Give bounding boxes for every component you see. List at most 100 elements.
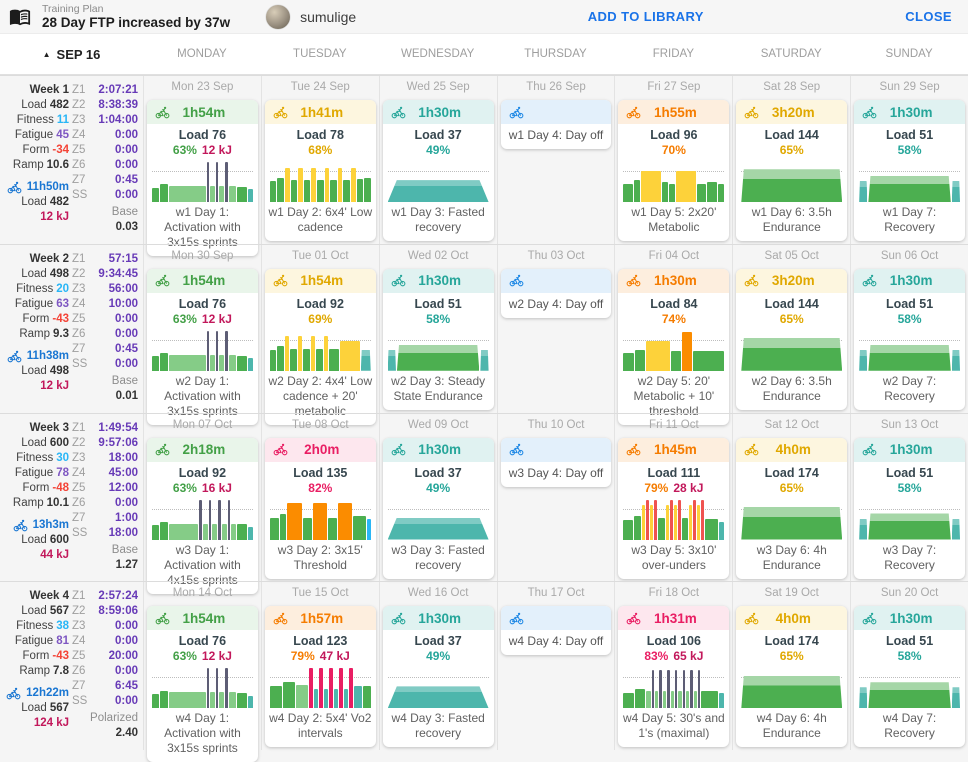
day-off-card[interactable]: w1 Day 4: Day off (500, 100, 612, 149)
workout-card[interactable]: 1h30m Load 84 74% w2 Day 5: 20' Metabolic +… (618, 268, 730, 425)
workout-card[interactable]: 1h30m Load 51 58% w2 Day 3: Steady State En… (382, 268, 494, 410)
workout-card[interactable]: 1h54m Load 76 63% 12 kJ w1 Day 1: Activation… (147, 100, 258, 256)
workout-load: Load 78 (296, 128, 344, 142)
workout-card[interactable]: 1h30m Load 37 49% w3 Day 3: Fasted recovery (382, 437, 494, 579)
profile-bar (669, 499, 673, 540)
workout-card[interactable]: 1h30m Load 51 58% w1 Day 7: Recovery (854, 100, 966, 241)
total-kj: 12 kJ (2, 210, 69, 225)
workout-title: w2 Day 1: Activation with 3x15s sprints (164, 373, 241, 418)
stat-ramp: Ramp 10.6 (2, 158, 69, 173)
threshold-dotted-line (859, 508, 961, 510)
day-off-card[interactable]: w2 Day 4: Day off (500, 268, 612, 318)
zone-value: 0:00 (114, 695, 138, 708)
zone-label: Z6 (72, 327, 86, 340)
zone-row: Z2 9:34:45 (72, 267, 138, 282)
workout-card[interactable]: 1h57m Load 123 79% 47 kJ w4 Day 2: 5x4' Vo2 … (264, 606, 376, 748)
date-header: Thu 17 Oct (527, 587, 585, 600)
workout-profile-chart (387, 498, 489, 540)
profile-bar (653, 499, 657, 540)
workout-card[interactable]: 1h54m Load 76 63% 12 kJ w2 Day 1: Activation… (147, 268, 258, 425)
stat-label: Ramp (19, 665, 50, 678)
week-stats: Week 1 Load 482 Fitness 11 Fatigue 45 Form -34 Ra… (2, 83, 69, 244)
workout-card[interactable]: 1h31m Load 106 83% 65 kJ w4 Day 5: 30's and … (618, 606, 730, 748)
intensity-percent: 69% (308, 311, 333, 326)
workout-title: w4 Day 7: Recovery (882, 711, 937, 741)
bike-icon (5, 349, 24, 364)
zone-value: 45:00 (108, 466, 138, 479)
zone-row: Z5 0:00 (72, 143, 138, 158)
profile-bar (693, 690, 698, 709)
workout-card[interactable]: 1h30m Load 51 58% w2 Day 7: Recovery (854, 268, 966, 410)
workout-card[interactable]: 1h55m Load 96 70% w1 Day 5: 2x20' Metabolic (618, 100, 730, 241)
workout-card[interactable]: 3h20m Load 144 65% w2 Day 6: 3.5h Endurance (736, 268, 848, 410)
zone-label: SS (72, 357, 88, 370)
intensity-percent: 49% (426, 143, 451, 157)
user-avatar[interactable] (266, 4, 291, 29)
zone-times: Z1 57:15 Z2 9:34:45 Z3 56:00 Z4 10:00 Z5 0:00 Z6 0:… (72, 252, 138, 413)
profile-bar (634, 515, 641, 540)
workout-header: 1h30m (854, 268, 966, 293)
profile-bar (623, 520, 634, 540)
plan-model-label: Base (111, 206, 138, 218)
date-header: Tue 01 Oct (292, 249, 349, 262)
plan-model-value: 1.27 (115, 558, 138, 571)
workout-card[interactable]: 1h54m Load 92 69% w2 Day 2: 4x4' Low cadenc… (264, 268, 376, 425)
workout-card[interactable]: 1h45m Load 111 79% 28 kJ w3 Day 5: 3x10' ove… (618, 437, 730, 579)
day-cell: Mon 07 Oct 2h18m Load 92 63% 16 kJ w3 Day 1: … (143, 413, 261, 594)
profile-bar (152, 187, 160, 202)
zone-value: 0:00 (114, 357, 138, 370)
workout-profile-chart (269, 329, 371, 371)
workout-load: Load 37 (414, 128, 462, 142)
workout-title: w1 Day 3: Fasted recovery (391, 205, 485, 234)
day-off-card[interactable]: w4 Day 4: Day off (500, 606, 612, 656)
workout-header: 4h0m (736, 437, 848, 462)
close-button[interactable]: CLOSE (905, 9, 952, 24)
stat-fatigue: Fatigue 78 (2, 466, 69, 481)
profile-bar (329, 348, 339, 371)
add-to-library-button[interactable]: ADD TO LIBRARY (587, 9, 704, 24)
workout-kj: 16 kJ (201, 480, 232, 495)
profile-bar (951, 518, 961, 540)
workout-card[interactable]: 2h18m Load 92 63% 16 kJ w3 Day 1: Activation… (147, 437, 258, 594)
profile-bar (649, 505, 653, 540)
workout-card[interactable]: 1h30m Load 51 58% w4 Day 7: Recovery (854, 606, 966, 748)
day-off-card[interactable]: w3 Day 4: Day off (500, 437, 612, 487)
zone-label: Z4 (72, 635, 86, 648)
workout-duration: 4h0m (775, 442, 811, 457)
day-off-header (500, 437, 612, 462)
zone-label: Z3 (72, 620, 86, 633)
collapse-triangle-icon[interactable]: ▲ (42, 49, 51, 59)
workout-card[interactable]: 3h20m Load 144 65% w1 Day 6: 3.5h Endurance (736, 100, 848, 241)
workout-duration: 1h30m (418, 104, 462, 120)
profile-bar (662, 690, 667, 709)
workout-header: 1h30m (854, 437, 966, 462)
workout-card[interactable]: 1h54m Load 76 63% 12 kJ w4 Day 1: Activation… (147, 606, 258, 762)
workout-card[interactable]: 1h30m Load 37 49% w4 Day 3: Fasted recovery (382, 606, 494, 748)
profile-bars (859, 666, 961, 709)
zone-value: 2:07:21 (98, 84, 138, 96)
stat-value: -43 (52, 650, 69, 663)
workout-card[interactable]: 1h30m Load 37 49% w1 Day 3: Fasted recovery (382, 100, 494, 241)
workout-profile-chart (387, 666, 489, 709)
zone-value: 2:57:24 (98, 590, 138, 603)
workout-card[interactable]: 4h0m Load 174 65% w4 Day 6: 4h Endurance (736, 606, 848, 748)
day-cell: Tue 01 Oct 1h54m Load 92 69% w2 Day 2: 4x4' … (260, 244, 379, 425)
bike-icon (624, 611, 643, 626)
threshold-dotted-line (387, 677, 489, 679)
profile-bar (152, 693, 160, 709)
profile-bar (310, 336, 316, 371)
workout-card[interactable]: 4h0m Load 174 65% w3 Day 6: 4h Endurance (736, 437, 848, 579)
zone-value: 1:04:00 (98, 114, 138, 126)
week-number: Week 2 (29, 252, 69, 265)
zone-row: Z1 2:07:21 (72, 83, 138, 98)
workout-card[interactable]: 1h41m Load 78 68% w1 Day 2: 6x4' Low cadenc… (264, 100, 376, 241)
date-header: Mon 07 Oct (172, 418, 233, 431)
workout-duration: 1h30m (418, 273, 462, 289)
workout-card[interactable]: 2h0m Load 135 82% w3 Day 2: 3x15' Threshold (264, 437, 376, 579)
workout-header: 1h31m (618, 606, 730, 631)
day-cell: Wed 16 Oct 1h30m Load 37 49% w4 Day 3: Faste… (378, 582, 497, 750)
zone-row: Z4 0:00 (72, 634, 138, 649)
workout-card[interactable]: 1h30m Load 51 58% w3 Day 7: Recovery (854, 437, 966, 579)
workout-duration: 3h20m (771, 104, 815, 120)
date-header: Wed 16 Oct (407, 587, 469, 600)
